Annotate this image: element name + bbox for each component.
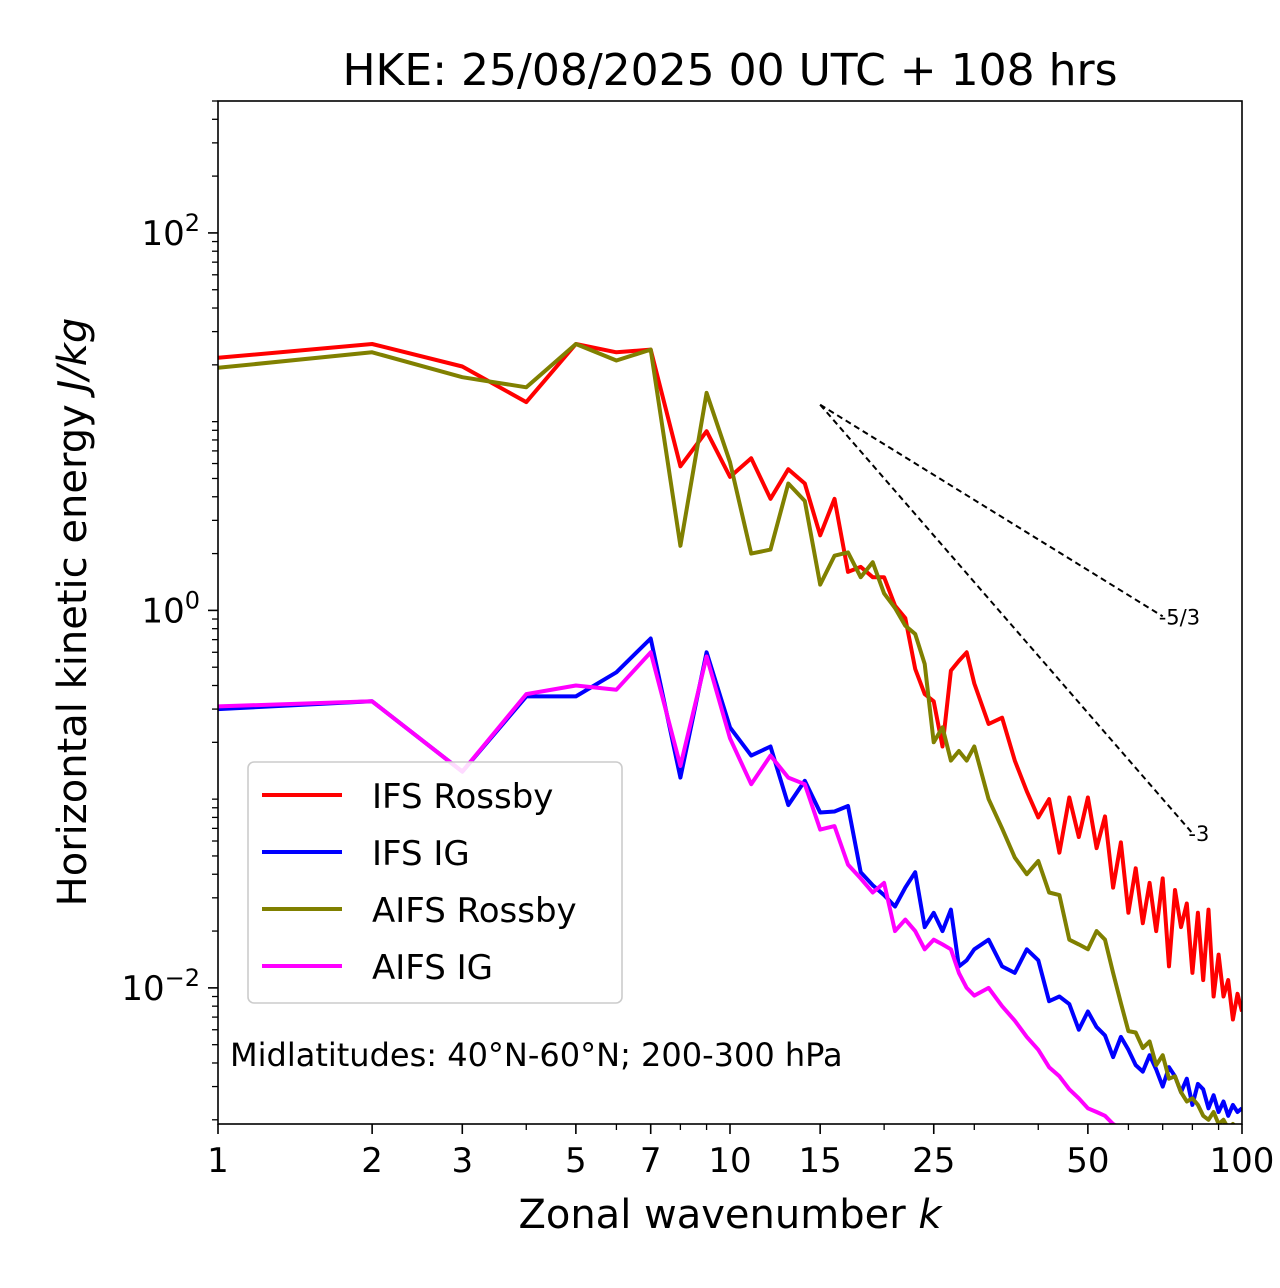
reference-line-5-3: [819, 403, 1164, 618]
legend-label-aifs-ig: AIFS IG: [372, 948, 493, 988]
x-tick-label: 3: [451, 1141, 473, 1181]
y-tick-label: 102: [141, 209, 200, 254]
y-tick-label: 10−2: [121, 964, 200, 1009]
legend-entry-aifs-ig: AIFS IG: [262, 948, 493, 988]
reference-lines: -5/3 -3: [819, 403, 1209, 846]
legend-entry-ifs-rossby: IFS Rossby: [262, 777, 553, 817]
x-axis-ticks: 1 2 3 5 7 10 15 25 50 100: [207, 1124, 1274, 1181]
x-tick-label: 25: [912, 1141, 955, 1181]
x-tick-label: 1: [207, 1141, 229, 1181]
legend-entry-aifs-rossby: AIFS Rossby: [262, 891, 577, 931]
chart-title: HKE: 25/08/2025 00 UTC + 108 hrs: [342, 45, 1117, 96]
x-tick-label: 100: [1210, 1141, 1275, 1181]
series-line-aifs-ig: [218, 650, 1118, 1124]
y-axis-ticks: 10−2 100 102: [121, 100, 218, 1121]
legend: IFS Rossby IFS IG AIFS Rossby AIFS IG: [247, 761, 623, 1004]
x-tick-label: 7: [640, 1141, 662, 1181]
x-tick-label: 10: [708, 1141, 751, 1181]
legend-label-ifs-rossby: IFS Rossby: [372, 777, 553, 817]
x-tick-label: 2: [361, 1141, 383, 1181]
legend-label-ifs-ig: IFS IG: [372, 834, 470, 874]
reference-line-3-label: -3: [1188, 822, 1209, 846]
series-line-ifs-ig: [218, 636, 1242, 1118]
series-layer: [218, 342, 1242, 1124]
reference-line-3: [819, 404, 1194, 834]
x-axis-label: Zonal wavenumber k: [518, 1192, 943, 1238]
series-line-ifs-rossby: [218, 342, 1242, 1022]
legend-box: [247, 761, 623, 1004]
series-line-aifs-rossby: [218, 342, 1236, 1124]
y-tick-label: 100: [141, 586, 200, 631]
legend-entry-ifs-ig: IFS IG: [262, 834, 470, 874]
region-annotation: Midlatitudes: 40°N-60°N; 200-300 hPa: [230, 1036, 843, 1074]
x-tick-label: 50: [1066, 1141, 1109, 1181]
x-tick-label: 5: [565, 1141, 587, 1181]
legend-label-aifs-rossby: AIFS Rossby: [372, 891, 577, 931]
x-tick-label: 15: [799, 1141, 842, 1181]
y-axis-label: Horizontal kinetic energy J/kg: [50, 318, 96, 907]
reference-line-5-3-label: -5/3: [1159, 605, 1200, 629]
